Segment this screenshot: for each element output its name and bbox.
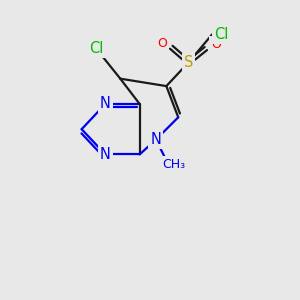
Text: N: N (100, 147, 111, 162)
Text: CH₃: CH₃ (162, 158, 185, 171)
Text: N: N (100, 96, 111, 111)
Text: O: O (157, 37, 167, 50)
Text: Cl: Cl (89, 41, 104, 56)
Text: N: N (151, 132, 161, 147)
Text: S: S (184, 55, 193, 70)
Text: Cl: Cl (214, 27, 229, 42)
Text: O: O (211, 38, 221, 51)
